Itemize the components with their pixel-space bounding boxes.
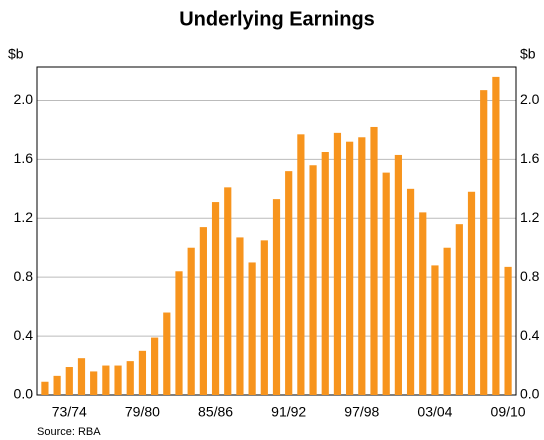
x-tick-label: 97/98	[344, 404, 379, 420]
bar	[455, 224, 463, 395]
y2-tick-label: 1.6	[520, 150, 540, 166]
bar	[138, 350, 147, 395]
bar	[41, 381, 49, 395]
x-tick-label: 03/04	[417, 404, 452, 420]
source: Source: RBA	[37, 426, 101, 438]
bar	[65, 367, 73, 395]
bar	[406, 188, 415, 395]
bar	[272, 199, 281, 395]
bar	[163, 312, 171, 395]
bar	[126, 361, 134, 395]
bar	[297, 134, 305, 395]
bar	[346, 141, 354, 395]
chart-title: Underlying Earnings	[179, 8, 375, 30]
y-tick-label: 1.6	[14, 150, 34, 166]
bar	[419, 212, 427, 395]
bar	[175, 271, 183, 395]
y-tick-label: 2.0	[14, 91, 34, 107]
y2-tick-label: 0.8	[520, 268, 540, 284]
bar	[309, 165, 317, 395]
bar	[333, 132, 342, 395]
y2-tick-label: 0.0	[520, 386, 540, 402]
bar	[53, 375, 61, 395]
bar	[199, 227, 207, 395]
x-tick-label: 85/86	[198, 404, 233, 420]
bar	[358, 137, 366, 396]
bar	[443, 247, 451, 395]
bar	[102, 365, 110, 395]
x-tick-label: 79/80	[125, 404, 160, 420]
bar	[504, 266, 512, 395]
bar	[236, 237, 244, 395]
y-tick-label: 1.2	[14, 209, 34, 225]
bar	[394, 154, 402, 395]
bar	[260, 240, 268, 395]
bar	[285, 171, 293, 395]
bar	[114, 365, 122, 395]
y-tick-label: 0.0	[14, 386, 34, 402]
bar	[248, 262, 256, 395]
bar	[77, 358, 86, 395]
y2-axis-label: $b	[520, 46, 536, 62]
bar	[480, 90, 488, 396]
y-axis-label: $b	[8, 46, 24, 62]
bar	[370, 126, 378, 396]
x-tick-label: 09/10	[491, 404, 526, 420]
bar	[492, 76, 500, 396]
bar	[151, 337, 159, 395]
bar	[467, 191, 476, 395]
y-tick-label: 0.8	[14, 268, 34, 284]
bar	[224, 187, 232, 395]
y-tick-label: 0.4	[14, 327, 34, 343]
bar	[321, 152, 329, 395]
bar	[431, 265, 439, 395]
bar	[382, 172, 390, 395]
y2-tick-label: 1.2	[520, 209, 540, 225]
bar	[187, 247, 195, 395]
bar	[90, 371, 98, 395]
y2-tick-label: 2.0	[520, 91, 540, 107]
bar	[211, 202, 220, 395]
x-tick-label: 73/74	[52, 404, 87, 420]
y2-tick-label: 0.4	[520, 327, 540, 343]
x-tick-label: 91/92	[271, 404, 306, 420]
